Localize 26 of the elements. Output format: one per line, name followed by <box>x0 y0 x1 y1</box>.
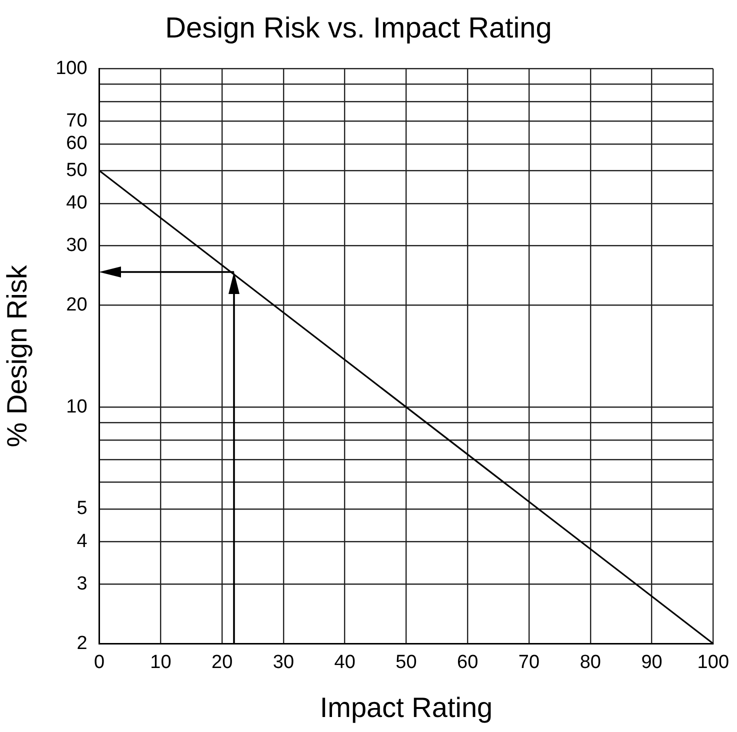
x-tick-label: 90 <box>641 652 662 674</box>
y-axis-title: % Design Risk <box>2 264 33 448</box>
y-tick-label: 50 <box>66 160 88 181</box>
x-tick-label: 70 <box>518 652 540 674</box>
y-tick-label: 10 <box>66 396 88 418</box>
y-tick-label: 30 <box>66 234 88 256</box>
y-tick-label: 100 <box>56 58 88 80</box>
x-tick-label: 0 <box>94 652 105 674</box>
x-tick-label: 10 <box>150 652 172 674</box>
y-tick-label: 3 <box>76 573 88 594</box>
x-tick-label: 20 <box>212 652 233 674</box>
y-tick-label: 5 <box>76 498 88 520</box>
y-tick-label: 70 <box>66 110 88 132</box>
x-tick-label: 40 <box>334 652 356 674</box>
y-tick-label: 4 <box>76 530 88 552</box>
y-tick-label: 40 <box>66 192 88 214</box>
x-tick-label: 60 <box>457 652 478 674</box>
y-tick-label: 60 <box>66 133 88 154</box>
chart-title: Design Risk vs. Impact Rating <box>165 12 552 44</box>
x-tick-label: 80 <box>580 652 601 674</box>
y-tick-label: 20 <box>66 294 88 316</box>
y-tick-label: 2 <box>76 632 88 654</box>
x-axis-title: Impact Rating <box>320 692 493 723</box>
x-tick-label: 30 <box>272 652 294 674</box>
x-tick-label: 50 <box>396 652 417 674</box>
x-tick-label: 100 <box>697 652 729 674</box>
